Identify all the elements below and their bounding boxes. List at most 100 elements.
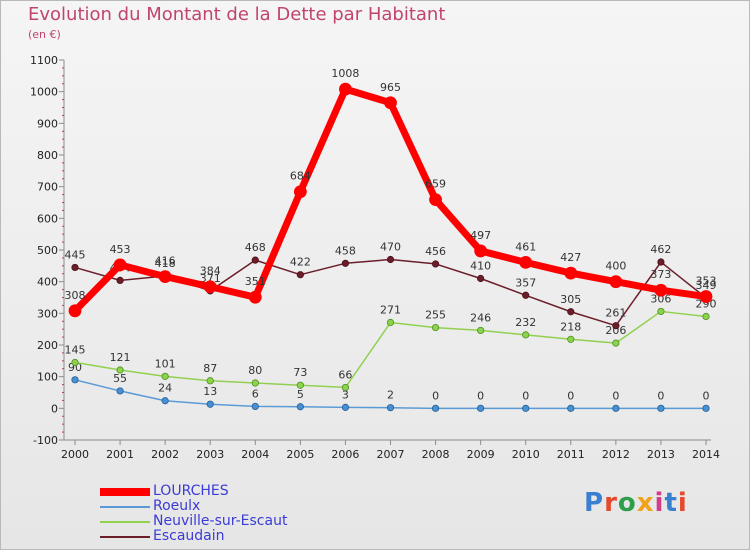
- data-point-neuville-sur-escaut: [251, 379, 259, 387]
- data-label-neuville-sur-escaut: 232: [515, 316, 536, 329]
- data-point-lourches: [519, 255, 533, 269]
- data-point-lourches: [158, 270, 172, 284]
- data-label-escaudain: 305: [560, 293, 581, 306]
- data-label-roeulx: 0: [657, 389, 664, 402]
- data-label-roeulx: 90: [68, 361, 82, 374]
- data-point-roeulx: [206, 400, 214, 408]
- logo-letter: i: [654, 488, 665, 518]
- data-point-escaudain: [567, 308, 575, 316]
- data-point-neuville-sur-escaut: [702, 312, 710, 321]
- data-label-escaudain: 462: [650, 243, 671, 256]
- x-tick-label: 2010: [512, 448, 540, 461]
- data-label-neuville-sur-escaut: 246: [470, 311, 491, 324]
- x-tick-label: 2012: [602, 448, 630, 461]
- logo-letter: t: [664, 488, 678, 518]
- data-point-escaudain: [612, 322, 620, 330]
- data-point-neuville-sur-escaut: [296, 381, 304, 389]
- data-label-neuville-sur-escaut: 290: [696, 298, 717, 311]
- legend-label: Neuville-sur-Escaut: [153, 513, 288, 529]
- data-label-neuville-sur-escaut: 66: [338, 368, 352, 381]
- data-label-lourches: 427: [560, 251, 581, 264]
- data-point-lourches: [203, 280, 217, 294]
- data-label-lourches: 384: [200, 265, 221, 278]
- data-label-escaudain: 410: [470, 260, 491, 273]
- data-point-roeulx: [657, 404, 665, 412]
- x-tick-label: 2000: [61, 448, 89, 461]
- data-label-neuville-sur-escaut: 271: [380, 304, 401, 317]
- y-tick-label: 300: [37, 307, 58, 320]
- data-label-escaudain: 418: [155, 257, 176, 270]
- data-point-neuville-sur-escaut: [161, 372, 169, 380]
- data-label-lourches: 461: [515, 240, 536, 253]
- data-point-lourches: [384, 96, 397, 110]
- data-point-neuville-sur-escaut: [567, 335, 575, 343]
- y-tick-label: 400: [37, 276, 58, 289]
- x-tick-label: 2002: [151, 448, 179, 461]
- data-point-neuville-sur-escaut: [477, 326, 485, 335]
- data-label-neuville-sur-escaut: 206: [605, 324, 626, 337]
- data-point-roeulx: [251, 402, 259, 411]
- logo-letter: P: [584, 488, 605, 518]
- data-label-neuville-sur-escaut: 306: [650, 292, 671, 305]
- data-label-escaudain: 357: [515, 276, 536, 289]
- data-label-lourches: 353: [696, 275, 717, 288]
- data-label-roeulx: 2: [387, 389, 394, 402]
- x-tick-label: 2004: [241, 448, 269, 461]
- data-point-lourches: [293, 185, 307, 199]
- data-label-roeulx: 55: [113, 372, 127, 385]
- data-point-escaudain: [431, 260, 440, 268]
- y-tick-label: 600: [37, 212, 58, 225]
- y-tick-label: 0: [51, 402, 58, 415]
- data-label-lourches: 497: [470, 229, 491, 242]
- legend-swatch: [100, 506, 150, 508]
- data-point-roeulx: [612, 404, 620, 412]
- x-tick-label: 2005: [286, 448, 314, 461]
- data-point-escaudain: [657, 258, 665, 266]
- data-label-roeulx: 5: [297, 388, 304, 401]
- data-point-neuville-sur-escaut: [71, 358, 79, 367]
- data-label-lourches: 1008: [331, 67, 359, 80]
- data-point-roeulx: [161, 397, 169, 405]
- data-point-roeulx: [71, 376, 79, 384]
- data-label-escaudain: 371: [200, 272, 221, 285]
- x-tick-label: 2009: [467, 448, 495, 461]
- data-point-roeulx: [386, 404, 395, 412]
- data-label-escaudain: 349: [696, 279, 717, 292]
- data-point-escaudain: [116, 276, 124, 284]
- x-tick-label: 2003: [196, 448, 224, 461]
- data-point-escaudain: [386, 255, 395, 264]
- data-point-roeulx: [702, 404, 710, 412]
- data-point-escaudain: [477, 274, 485, 283]
- x-tick-label: 2013: [647, 448, 675, 461]
- y-tick-label: -100: [33, 434, 58, 447]
- data-point-lourches: [68, 304, 82, 318]
- y-tick-label: 1100: [30, 54, 58, 67]
- data-label-neuville-sur-escaut: 101: [155, 357, 176, 370]
- data-point-lourches: [339, 82, 352, 96]
- data-point-lourches: [699, 290, 713, 303]
- data-point-lourches: [248, 290, 262, 304]
- data-label-roeulx: 6: [252, 387, 259, 400]
- data-point-escaudain: [296, 271, 304, 279]
- data-point-roeulx: [567, 404, 575, 412]
- data-point-roeulx: [477, 404, 485, 412]
- x-tick-label: 2008: [422, 448, 450, 461]
- y-tick-label: 700: [37, 181, 58, 194]
- x-tick-label: 2006: [331, 448, 359, 461]
- data-label-escaudain: 445: [65, 248, 86, 261]
- data-point-lourches: [474, 244, 488, 258]
- data-label-escaudain: 470: [380, 241, 401, 254]
- y-tick-label: 1000: [30, 86, 58, 99]
- data-label-roeulx: 0: [477, 389, 484, 402]
- data-label-escaudain: 422: [290, 256, 311, 269]
- legend-label: LOURCHES: [153, 483, 229, 499]
- data-point-lourches: [113, 258, 127, 272]
- data-point-roeulx: [522, 404, 530, 412]
- data-label-neuville-sur-escaut: 80: [248, 364, 262, 377]
- data-label-lourches: 400: [605, 260, 626, 273]
- data-label-lourches: 684: [290, 170, 311, 183]
- data-label-roeulx: 0: [567, 389, 574, 402]
- data-point-neuville-sur-escaut: [657, 307, 665, 316]
- legend-label: Roeulx: [153, 498, 201, 514]
